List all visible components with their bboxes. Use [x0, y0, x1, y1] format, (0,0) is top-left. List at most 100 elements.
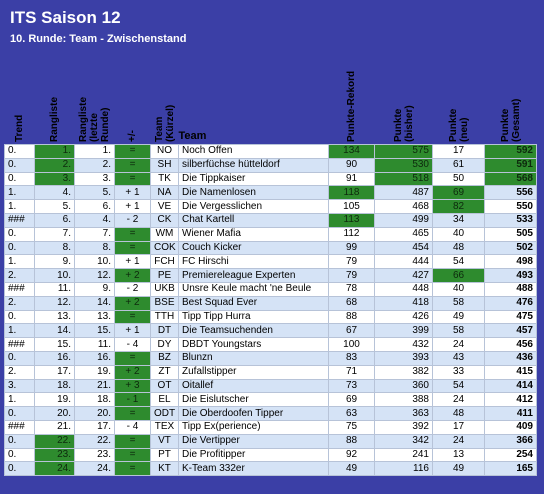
- table-cell: 78: [328, 281, 375, 297]
- table-cell: 68: [328, 295, 375, 311]
- table-cell: =: [114, 447, 151, 463]
- table-cell: 113: [328, 212, 375, 228]
- title: ITS Saison 12: [10, 8, 121, 27]
- table-cell: 6.: [74, 199, 115, 214]
- table-cell: ###: [4, 337, 35, 352]
- table-cell: =: [114, 309, 151, 325]
- column-header-text: Punkte (Gesamt): [499, 98, 522, 142]
- table-cell: =: [114, 157, 151, 173]
- table-cell: DY: [150, 337, 179, 352]
- table-cell: COK: [150, 240, 179, 256]
- table-cell: Die Oberdoofen Tipper: [178, 406, 329, 421]
- table-cell: 79: [328, 268, 375, 283]
- table-cell: 73: [328, 378, 375, 394]
- table-cell: 63: [328, 406, 375, 421]
- table-cell: Die Namenlosen: [178, 185, 329, 201]
- table-cell: 0.: [4, 144, 35, 159]
- table-cell: 1.: [74, 144, 115, 159]
- table-cell: Noch Offen: [178, 144, 329, 159]
- table-cell: 3.: [74, 171, 115, 187]
- table-cell: 0.: [4, 226, 35, 242]
- table-cell: 465: [374, 226, 433, 242]
- table-cell: 100: [328, 337, 375, 352]
- table-cell: =: [114, 226, 151, 242]
- table-cell: NA: [150, 185, 179, 201]
- table-body: 0. 1. 1. = NO Noch Offen 134 575 17 592 0. 2. 2. = SH s…: [4, 144, 537, 477]
- table-cell: 366: [484, 433, 537, 449]
- table-cell: - 2: [114, 281, 151, 297]
- table-row: 0. 1. 1. = NO Noch Offen 134 575 17 592: [4, 144, 537, 159]
- table-cell: 13.: [74, 309, 115, 325]
- table-cell: 533: [484, 212, 537, 228]
- table-cell: ZT: [150, 364, 179, 380]
- table-cell: Unsre Keule macht 'ne Beule: [178, 281, 329, 297]
- table-row: 0. 8. 8. = COK Couch Kicker 99 454 48 502: [4, 240, 537, 256]
- table-cell: 50: [432, 171, 485, 187]
- table-cell: 22.: [34, 433, 75, 449]
- table-cell: 112: [328, 226, 375, 242]
- table-cell: 556: [484, 185, 537, 201]
- table-cell: 4.: [74, 212, 115, 228]
- column-header-text: Punkte-Rekord: [346, 70, 357, 142]
- table-cell: 5.: [74, 185, 115, 201]
- table-cell: + 2: [114, 364, 151, 380]
- table-cell: 2.: [4, 268, 35, 283]
- table-cell: 7.: [74, 226, 115, 242]
- table-cell: 43: [432, 350, 485, 366]
- table-row: 2. 17. 19. + 2 ZT Zufallstipper 71 382 33 415: [4, 364, 537, 380]
- table-cell: + 1: [114, 185, 151, 201]
- column-header-text: Punkte (bisher): [392, 105, 415, 142]
- table-cell: 12.: [74, 268, 115, 283]
- table-cell: 48: [432, 240, 485, 256]
- table-cell: CK: [150, 212, 179, 228]
- table-cell: 9.: [34, 254, 75, 270]
- table-cell: 2.: [74, 157, 115, 173]
- table-cell: 1.: [4, 323, 35, 339]
- table-cell: 48: [432, 406, 485, 421]
- table-cell: 2.: [34, 157, 75, 173]
- table-cell: 17: [432, 144, 485, 159]
- table-cell: Die Profitipper: [178, 447, 329, 463]
- table-cell: 454: [374, 240, 433, 256]
- table-cell: 418: [374, 295, 433, 311]
- table-cell: Die Eislutscher: [178, 392, 329, 408]
- table-cell: 0.: [4, 240, 35, 256]
- table-cell: 20.: [34, 406, 75, 421]
- table-cell: 75: [328, 419, 375, 435]
- table-cell: 165: [484, 461, 537, 477]
- table-cell: EL: [150, 392, 179, 408]
- table-cell: 592: [484, 144, 537, 159]
- table-cell: 16.: [74, 350, 115, 366]
- column-header: Rangliste (letzte Runde): [75, 58, 115, 145]
- table-cell: 8.: [74, 240, 115, 256]
- table-cell: 1.: [4, 185, 35, 201]
- table-cell: - 2: [114, 212, 151, 228]
- table-cell: 448: [374, 281, 433, 297]
- table-cell: 505: [484, 226, 537, 242]
- table-cell: SH: [150, 157, 179, 173]
- table-cell: DT: [150, 323, 179, 339]
- subtitle: 10. Runde: Team - Zwischenstand: [10, 33, 187, 45]
- table-cell: 3.: [4, 378, 35, 394]
- table-cell: 1.: [4, 254, 35, 270]
- table-cell: 6.: [34, 212, 75, 228]
- table-cell: 34: [432, 212, 485, 228]
- table-row: 1. 19. 18. - 1 EL Die Eislutscher 69 388 24 412: [4, 392, 537, 408]
- table-cell: 24: [432, 392, 485, 408]
- table-row: 0. 2. 2. = SH silberfüchse hütteldorf 90 530 61 5…: [4, 157, 537, 173]
- column-header: Team (Kürzel): [151, 58, 179, 145]
- table-cell: Tipp Ex(perience): [178, 419, 329, 435]
- table-cell: 90: [328, 157, 375, 173]
- table-row: 2. 12. 14. + 2 BSE Best Squad Ever 68 418 58 476: [4, 295, 537, 311]
- table-cell: 414: [484, 378, 537, 394]
- table-cell: 5.: [34, 199, 75, 214]
- column-header-text: Rangliste (letzte Runde): [78, 96, 111, 142]
- table-cell: 33: [432, 364, 485, 380]
- table-row: 0. 23. 23. = PT Die Profitipper 92 241 13 254: [4, 447, 537, 463]
- column-header-text: Punkte (neu): [447, 108, 470, 142]
- table-cell: 69: [432, 185, 485, 201]
- table-cell: 13.: [34, 309, 75, 325]
- table-cell: 432: [374, 337, 433, 352]
- table-cell: 19.: [74, 364, 115, 380]
